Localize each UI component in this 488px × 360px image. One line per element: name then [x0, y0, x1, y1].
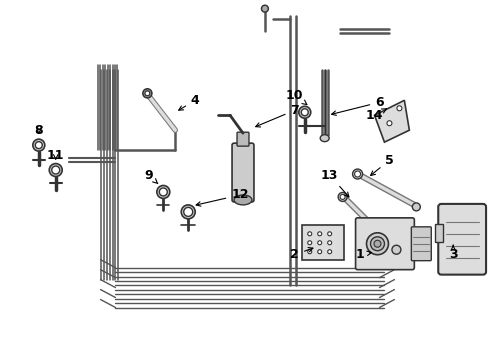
- FancyBboxPatch shape: [232, 143, 253, 202]
- Text: 6: 6: [331, 96, 383, 115]
- Text: 13: 13: [320, 168, 348, 197]
- Ellipse shape: [33, 139, 45, 151]
- Ellipse shape: [317, 241, 321, 245]
- Ellipse shape: [307, 232, 311, 236]
- Ellipse shape: [298, 106, 310, 118]
- Ellipse shape: [411, 203, 420, 211]
- Text: 10: 10: [285, 89, 306, 105]
- Text: 11: 11: [47, 149, 64, 162]
- Text: 5: 5: [370, 154, 393, 175]
- Ellipse shape: [263, 7, 266, 11]
- Ellipse shape: [327, 232, 331, 236]
- Text: 4: 4: [178, 94, 199, 110]
- Ellipse shape: [35, 141, 42, 149]
- FancyBboxPatch shape: [355, 218, 413, 270]
- Ellipse shape: [183, 207, 192, 216]
- Text: 8: 8: [35, 124, 43, 137]
- Text: 7: 7: [255, 104, 299, 127]
- Ellipse shape: [327, 241, 331, 245]
- Ellipse shape: [301, 109, 307, 116]
- Ellipse shape: [337, 193, 346, 201]
- Ellipse shape: [144, 91, 149, 96]
- Ellipse shape: [317, 232, 321, 236]
- Polygon shape: [374, 100, 408, 142]
- Bar: [301, 225, 343, 260]
- Ellipse shape: [142, 89, 152, 98]
- Ellipse shape: [340, 194, 345, 199]
- Ellipse shape: [386, 121, 391, 126]
- FancyBboxPatch shape: [237, 132, 248, 146]
- Text: 2: 2: [290, 248, 312, 261]
- Text: 9: 9: [144, 168, 157, 184]
- Ellipse shape: [391, 245, 400, 254]
- Ellipse shape: [52, 166, 60, 174]
- Ellipse shape: [327, 250, 331, 254]
- Ellipse shape: [234, 195, 251, 205]
- Ellipse shape: [307, 250, 311, 254]
- Ellipse shape: [157, 185, 169, 198]
- Ellipse shape: [396, 106, 401, 111]
- Ellipse shape: [159, 188, 167, 196]
- Ellipse shape: [370, 237, 384, 251]
- Ellipse shape: [261, 5, 268, 12]
- Ellipse shape: [366, 233, 387, 255]
- Ellipse shape: [49, 163, 62, 176]
- Ellipse shape: [307, 241, 311, 245]
- Text: 3: 3: [448, 246, 457, 261]
- Ellipse shape: [317, 250, 321, 254]
- FancyBboxPatch shape: [437, 204, 485, 275]
- Bar: [434, 224, 442, 242]
- Ellipse shape: [354, 171, 360, 177]
- Ellipse shape: [320, 135, 328, 141]
- Ellipse shape: [181, 205, 195, 219]
- Text: 1: 1: [354, 248, 371, 261]
- Text: 12: 12: [196, 188, 248, 206]
- Ellipse shape: [373, 240, 380, 247]
- FancyBboxPatch shape: [410, 227, 430, 261]
- Ellipse shape: [352, 169, 362, 179]
- Text: 14: 14: [365, 109, 386, 122]
